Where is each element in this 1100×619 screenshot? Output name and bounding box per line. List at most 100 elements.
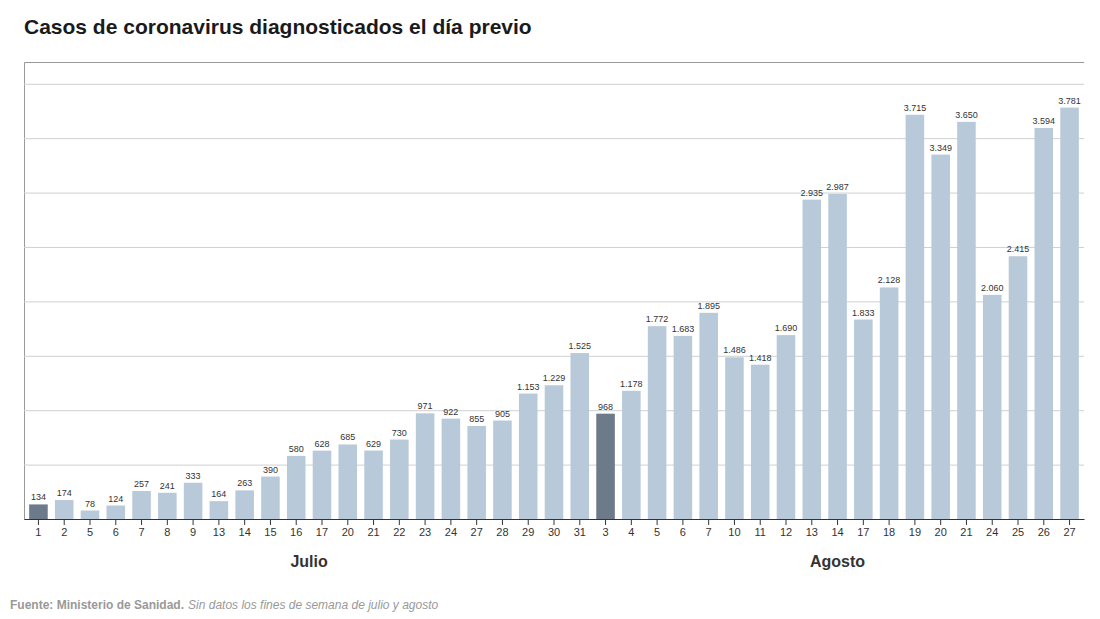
- y-tick: [24, 84, 1084, 85]
- grid-line: [24, 356, 1084, 357]
- bar: [442, 419, 461, 519]
- x-tick-label: 20: [342, 526, 354, 538]
- x-tick-mark: [38, 519, 39, 525]
- x-tick-label: 10: [728, 526, 740, 538]
- x-tick-mark: [889, 519, 890, 525]
- month-labels: JulioAgosto: [290, 553, 865, 570]
- y-tick: [24, 193, 1084, 194]
- x-tick: 30: [548, 519, 560, 538]
- x-tick-mark: [347, 519, 348, 525]
- bar: [184, 483, 203, 519]
- bar: [210, 501, 229, 519]
- data-label: 730: [392, 428, 407, 438]
- x-tick-label: 9: [190, 526, 196, 538]
- x-tick-label: 17: [857, 526, 869, 538]
- data-label: 1.229: [543, 373, 566, 383]
- bar: [132, 491, 151, 519]
- y-axis: [24, 63, 1084, 520]
- source: Fuente: Ministerio de Sanidad. Sin datos …: [10, 598, 439, 612]
- bar: [29, 504, 48, 519]
- data-label: 1.418: [749, 353, 772, 363]
- x-tick-label: 21: [367, 526, 379, 538]
- x-tick: 14: [239, 519, 251, 538]
- x-tick: 23: [419, 519, 431, 538]
- x-tick: 18: [883, 519, 895, 538]
- data-label: 1.153: [517, 382, 540, 392]
- data-label: 968: [598, 402, 613, 412]
- x-tick-mark: [502, 519, 503, 525]
- x-tick-mark: [966, 519, 967, 525]
- x-tick-label: 31: [574, 526, 586, 538]
- x-tick: 8: [164, 519, 170, 538]
- bar: [1035, 128, 1054, 519]
- x-tick: 25: [1012, 519, 1024, 538]
- x-tick-mark: [760, 519, 761, 525]
- x-tick: 24: [986, 519, 998, 538]
- x-tick-mark: [89, 519, 90, 525]
- bar: [880, 287, 899, 519]
- x-tick-label: 3: [602, 526, 608, 538]
- x-tick-label: 21: [960, 526, 972, 538]
- grid-line: [24, 138, 1084, 139]
- bar: [390, 440, 409, 519]
- bar: [338, 444, 357, 519]
- x-tick-mark: [1018, 519, 1019, 525]
- bar: [983, 295, 1002, 519]
- x-tick: 20: [935, 519, 947, 538]
- x-tick-label: 4: [628, 526, 634, 538]
- bar: [931, 155, 950, 519]
- data-label: 2.415: [1007, 244, 1030, 254]
- data-label: 2.987: [826, 182, 849, 192]
- bar: [81, 511, 100, 519]
- x-tick: 13: [213, 519, 225, 538]
- x-tick-label: 28: [496, 526, 508, 538]
- x-tick: 11: [755, 519, 766, 538]
- x-tick: 3: [602, 519, 608, 538]
- data-label: 1.525: [569, 341, 592, 351]
- month-label: Agosto: [810, 553, 865, 570]
- data-label: 628: [314, 439, 329, 449]
- source-part: Sin datos los fines de semana de julio y…: [188, 598, 438, 612]
- data-label: 971: [418, 401, 433, 411]
- x-tick-label: 20: [935, 526, 947, 538]
- x-tick-mark: [605, 519, 606, 525]
- bar: [313, 451, 332, 519]
- x-tick: 22: [393, 519, 405, 538]
- data-label: 78: [85, 499, 95, 509]
- data-label: 241: [160, 481, 175, 491]
- x-tick-label: 14: [831, 526, 843, 538]
- x-tick-label: 5: [87, 526, 93, 538]
- x-tick: 12: [780, 519, 792, 538]
- x-tick-mark: [450, 519, 451, 525]
- x-tick: 27: [1063, 519, 1075, 538]
- x-tick-mark: [218, 519, 219, 525]
- x-tick: 6: [113, 519, 119, 538]
- x-tick-mark: [399, 519, 400, 525]
- bar: [777, 335, 796, 519]
- x-tick-label: 13: [213, 526, 225, 538]
- x-tick-label: 7: [138, 526, 144, 538]
- x-tick-label: 22: [393, 526, 405, 538]
- x-tick-label: 5: [654, 526, 660, 538]
- source-part: Fuente: Ministerio de Sanidad.: [10, 598, 184, 612]
- x-tick: 15: [264, 519, 276, 538]
- x-tick: 2: [61, 519, 67, 538]
- bar: [158, 493, 177, 519]
- x-tick: 28: [496, 519, 508, 538]
- bar: [235, 490, 254, 519]
- x-tick: 10: [728, 519, 740, 538]
- x-tick-mark: [682, 519, 683, 525]
- x-tick: 21: [367, 519, 379, 538]
- x-tick-label: 15: [264, 526, 276, 538]
- bar: [699, 313, 718, 519]
- x-axis: 1256789131415161720212223242728293031345…: [25, 519, 1085, 538]
- x-tick: 27: [471, 519, 483, 538]
- data-label: 1.486: [723, 345, 746, 355]
- data-label: 3.781: [1058, 96, 1081, 106]
- x-tick: 4: [628, 519, 634, 538]
- bar: [674, 336, 693, 519]
- data-label: 905: [495, 409, 510, 419]
- x-tick-mark: [914, 519, 915, 525]
- grid-line: [24, 301, 1084, 302]
- x-tick-mark: [528, 519, 529, 525]
